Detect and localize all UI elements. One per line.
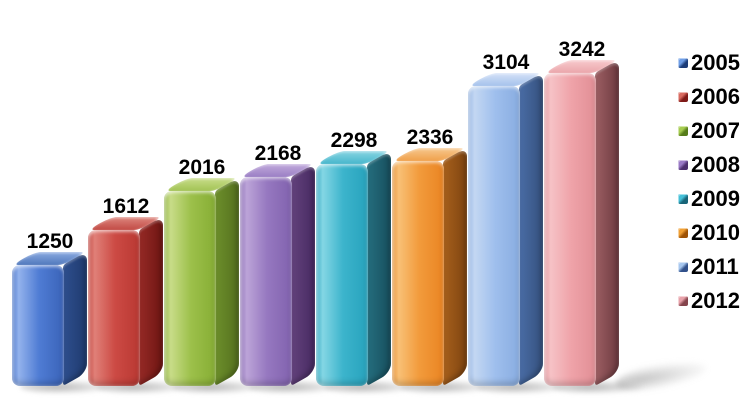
legend-label-2009: 2009 (691, 186, 740, 211)
bar-value-label-2006: 1612 (102, 195, 150, 218)
bar-side-face (63, 251, 87, 386)
legend-marker-icon-2011 (678, 262, 688, 272)
legend-item-2011: 2011 (678, 256, 740, 278)
legend-label-2005: 2005 (691, 50, 740, 75)
bar-front-face (164, 191, 216, 386)
cast-shadow (613, 356, 709, 396)
legend-marker-icon-2005 (678, 58, 688, 68)
legend-marker-icon-2009 (678, 194, 688, 204)
legend-marker-icon-2008 (678, 160, 688, 170)
legend-label-2011: 2011 (691, 254, 739, 279)
legend-item-2009: 2009 (678, 188, 740, 210)
legend-marker-icon-2010 (678, 228, 688, 238)
legend-label-2010: 2010 (691, 220, 740, 245)
legend-label-2006: 2006 (691, 84, 740, 109)
bar-value-label-2007: 2016 (178, 156, 226, 179)
bar-front-face (240, 177, 292, 386)
bar-front-face (88, 230, 140, 386)
legend-item-2006: 2006 (678, 86, 740, 108)
bar-front-face (544, 73, 596, 386)
bar-side-face (291, 163, 315, 386)
bar-side-face (519, 72, 543, 387)
legend-label-2007: 2007 (691, 118, 740, 143)
bar-value-label-2011: 3104 (482, 51, 530, 74)
bar-front-face (12, 265, 64, 386)
legend-label-2008: 2008 (691, 152, 740, 177)
legend-item-2007: 2007 (678, 120, 740, 142)
bar-front-face (392, 161, 444, 386)
bar-value-label-2010: 2336 (406, 126, 454, 149)
bar-value-label-2005: 1250 (26, 230, 74, 253)
legend-item-2005: 2005 (678, 52, 740, 74)
legend-item-2008: 2008 (678, 154, 740, 176)
legend-item-2012: 2012 (678, 290, 740, 312)
bar-side-face (443, 147, 467, 386)
bar-side-face (139, 216, 163, 386)
legend-marker-icon-2006 (678, 92, 688, 102)
legend-label-2012: 2012 (691, 288, 740, 313)
legend-marker-icon-2012 (678, 296, 688, 306)
legend-item-2010: 2010 (678, 222, 740, 244)
bar-side-face (215, 177, 239, 386)
bar-value-label-2008: 2168 (254, 142, 302, 165)
bar-value-label-2009: 2298 (330, 129, 378, 152)
bar-front-face (316, 164, 368, 386)
bar-side-face (595, 59, 619, 387)
bar-value-label-2012: 3242 (558, 38, 606, 61)
legend-marker-icon-2007 (678, 126, 688, 136)
bar-front-face (468, 86, 520, 386)
chart-legend: 2005 2006 2007 2008 2009 2010 2011 2012 (678, 52, 740, 324)
bar-side-face (367, 150, 391, 386)
